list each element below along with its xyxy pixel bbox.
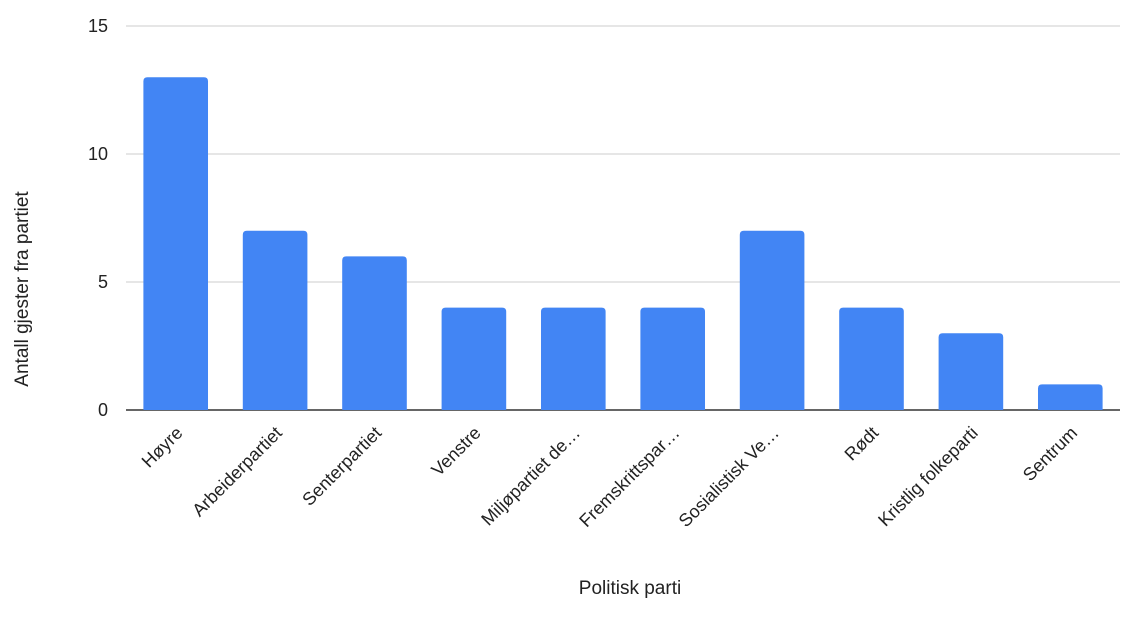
x-tick-label: Kristlig folkeparti: [874, 423, 982, 531]
bar: [441, 307, 507, 410]
x-tick-label: Senterpartiet: [298, 423, 385, 510]
y-tick-labels: 0 5 10 15: [88, 16, 108, 420]
bar: [739, 230, 805, 410]
x-tick-label: Høyre: [138, 423, 187, 472]
x-tick-label: Sentrum: [1019, 423, 1081, 485]
y-tick-label: 15: [88, 16, 108, 36]
x-tick-label: Arbeiderpartiet: [188, 423, 286, 521]
x-tick-label: Sosialistisk Ve…: [675, 423, 783, 531]
y-axis-title: Antall gjester fra partiet: [12, 191, 33, 387]
bar: [143, 77, 209, 410]
bar: [839, 307, 904, 410]
x-tick-label: Fremskrittspar…: [575, 423, 683, 531]
x-axis-title: Politisk parti: [579, 578, 681, 599]
y-tick-label: 10: [88, 144, 108, 164]
bar: [938, 333, 1004, 410]
bar: [540, 307, 606, 410]
x-tick-label: Miljøpartiet de…: [477, 423, 584, 530]
bar: [342, 256, 407, 410]
bar: [1037, 384, 1103, 410]
bar: [242, 230, 308, 410]
x-tick-label: Venstre: [427, 423, 484, 480]
x-tick-labels: Høyre Arbeiderpartiet Senterpartiet Venstre…: [138, 423, 1081, 531]
bars: [143, 77, 1103, 410]
bar: [640, 307, 706, 410]
y-tick-label: 0: [98, 400, 108, 420]
x-tick-label: Rødt: [841, 423, 883, 465]
y-tick-label: 5: [98, 272, 108, 292]
